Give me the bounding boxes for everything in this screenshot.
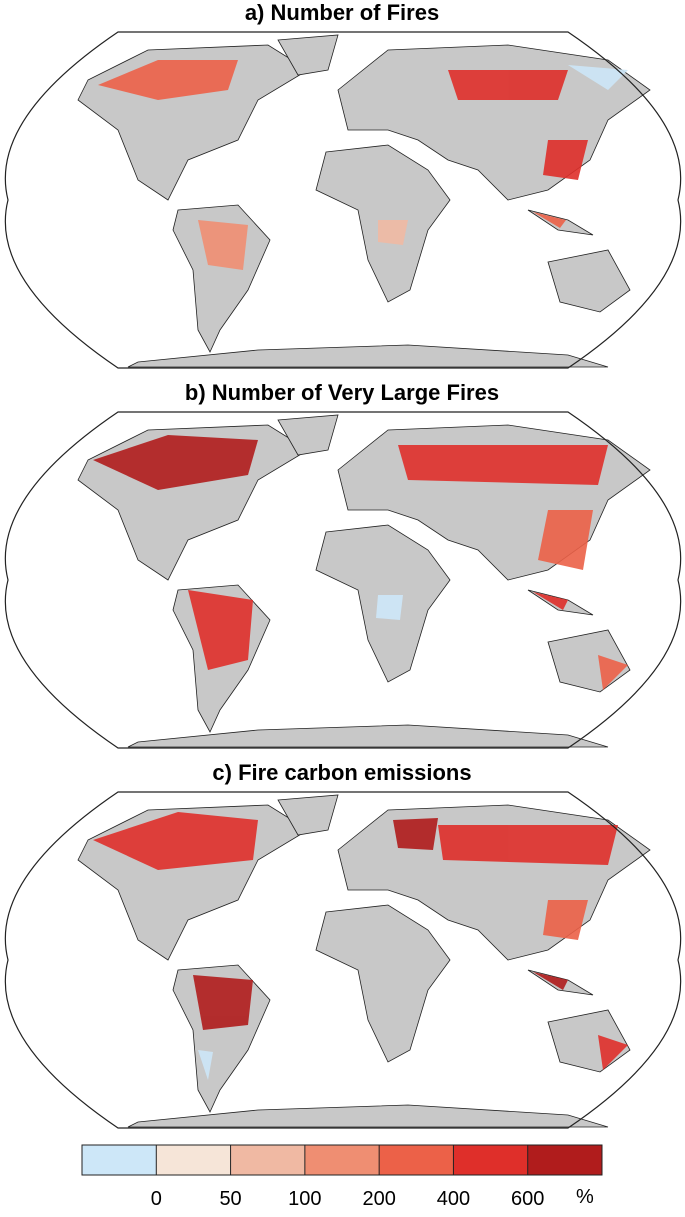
colorbar-tick-label: 100 xyxy=(288,1188,321,1210)
map-panel xyxy=(4,411,682,749)
colorbar-tick-label: 50 xyxy=(219,1188,241,1210)
colorbar-unit: % xyxy=(576,1186,594,1208)
map-panel xyxy=(4,791,682,1129)
colorbar-bin xyxy=(156,1145,231,1175)
colorbar-bin xyxy=(379,1145,454,1175)
colorbar-bin xyxy=(453,1145,528,1175)
colorbar-tick-label: 600 xyxy=(511,1188,544,1210)
colorbar-tick-label: 400 xyxy=(437,1188,470,1210)
colorbar-frame xyxy=(81,1144,603,1176)
colorbar: 0 50 100 200 400 600% xyxy=(81,1144,603,1210)
colorbar-bin xyxy=(304,1145,380,1175)
colorbar-tick-label: 0 xyxy=(151,1188,162,1210)
panel-title: c) Fire carbon emissions xyxy=(212,760,471,785)
colorbar-tick-label: 200 xyxy=(362,1188,395,1210)
panel-title: b) Number of Very Large Fires xyxy=(185,380,499,405)
panel-title: a) Number of Fires xyxy=(245,0,439,25)
colorbar-bin xyxy=(230,1145,305,1175)
map-panel xyxy=(4,31,682,369)
colorbar-bin xyxy=(82,1145,157,1175)
colorbar-bin xyxy=(527,1145,602,1175)
